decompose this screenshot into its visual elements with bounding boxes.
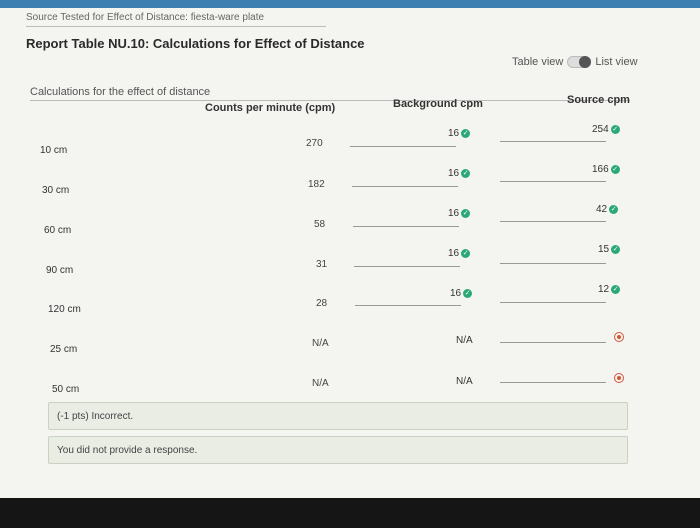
check-icon: ✓ (609, 205, 619, 214)
source-cpm-value: 42 (596, 204, 608, 215)
background-cpm-value: 16 (448, 168, 460, 179)
view-toggle-switch[interactable] (567, 56, 592, 68)
list-view-label[interactable]: List view (595, 56, 638, 68)
source-field-underline (500, 342, 606, 343)
background-field-underline (352, 186, 458, 187)
counts-value: 182 (308, 179, 325, 190)
response-text: You did not provide a response. (57, 444, 198, 456)
background-cpm-value: N/A (456, 335, 473, 346)
source-cpm-value: 12 (598, 284, 610, 295)
score-feedback: (-1 pts) Incorrect. (48, 402, 628, 430)
source-text: Source Tested for Effect of Distance: fi… (26, 12, 265, 23)
table-divider (30, 100, 630, 101)
source-underline (26, 26, 326, 27)
report-page: Source Tested for Effect of Distance: fi… (0, 8, 700, 498)
toggle-knob (579, 56, 592, 68)
row-distance-label: 60 cm (44, 225, 72, 236)
column-header-source: Source cpm (567, 94, 630, 106)
row-distance-label: 25 cm (50, 344, 78, 355)
source-cpm-input[interactable]: 15 ✓ (598, 244, 621, 255)
background-cpm-value: 16 (450, 288, 462, 299)
row-distance-label: 90 cm (46, 265, 74, 276)
source-field-underline (500, 141, 606, 142)
column-header-background: Background cpm (393, 98, 483, 110)
bottom-dark-bar (0, 498, 700, 528)
table-caption: Calculations for the effect of distance (30, 86, 211, 98)
source-field-underline (500, 221, 606, 222)
row-distance-label: 30 cm (42, 185, 70, 196)
incorrect-icon (614, 332, 624, 342)
background-cpm-value: 16 (448, 248, 460, 259)
check-icon: ✓ (611, 245, 621, 254)
view-toggle-group: Table view List view (512, 56, 638, 68)
background-cpm-value: 16 (448, 208, 460, 219)
source-cpm-input[interactable]: 254 ✓ (592, 124, 620, 135)
background-cpm-value: N/A (456, 376, 473, 387)
source-field-underline (500, 263, 606, 264)
background-cpm-input[interactable]: 16 ✓ (448, 208, 471, 219)
source-field-underline (500, 181, 606, 182)
counts-value: 28 (316, 298, 328, 309)
source-cpm-value: 166 (592, 164, 609, 175)
top-accent-bar (0, 0, 700, 8)
score-text: (-1 pts) Incorrect. (57, 410, 134, 422)
background-field-underline (350, 146, 456, 147)
table-view-label[interactable]: Table view (512, 56, 564, 68)
background-cpm-input[interactable]: 16 ✓ (448, 248, 471, 259)
background-cpm-input: N/A (456, 335, 473, 346)
source-cpm-value: 254 (592, 124, 609, 135)
row-distance-label: 50 cm (52, 384, 80, 395)
background-cpm-input[interactable]: 16 ✓ (448, 128, 471, 139)
background-field-underline (353, 226, 459, 227)
source-cpm-input[interactable]: 166 ✓ (592, 164, 620, 175)
background-field-underline (355, 305, 461, 306)
background-cpm-input: N/A (456, 376, 473, 387)
counts-value: 270 (306, 138, 323, 149)
incorrect-icon (614, 373, 624, 383)
source-field-underline (500, 302, 606, 303)
source-line: Source Tested for Effect of Distance: fi… (26, 12, 326, 27)
check-icon: ✓ (610, 125, 620, 134)
row-distance-label: 120 cm (48, 304, 81, 315)
check-icon: ✓ (461, 129, 471, 138)
counts-value: 58 (314, 219, 326, 230)
counts-value: 31 (316, 259, 328, 270)
column-header-counts: Counts per minute (cpm) (205, 102, 336, 114)
source-cpm-input[interactable]: 42 ✓ (596, 204, 619, 215)
counts-value: N/A (312, 378, 329, 389)
row-distance-label: 10 cm (40, 145, 68, 156)
check-icon: ✓ (461, 169, 471, 178)
source-field-underline (500, 382, 606, 383)
check-icon: ✓ (463, 289, 473, 298)
counts-value: N/A (312, 338, 329, 349)
background-cpm-input[interactable]: 16 ✓ (448, 168, 471, 179)
check-icon: ✓ (461, 249, 471, 258)
page-title: Report Table NU.10: Calculations for Eff… (26, 36, 365, 51)
check-icon: ✓ (611, 285, 621, 294)
response-feedback: You did not provide a response. (48, 436, 628, 464)
source-cpm-input[interactable]: 12 ✓ (598, 284, 621, 295)
check-icon: ✓ (461, 209, 471, 218)
background-cpm-value: 16 (448, 128, 460, 139)
background-cpm-input[interactable]: 16 ✓ (450, 288, 473, 299)
check-icon: ✓ (610, 165, 620, 174)
source-cpm-value: 15 (598, 244, 610, 255)
source-cpm-input[interactable] (612, 373, 624, 383)
background-field-underline (354, 266, 460, 267)
source-cpm-input[interactable] (612, 332, 624, 342)
